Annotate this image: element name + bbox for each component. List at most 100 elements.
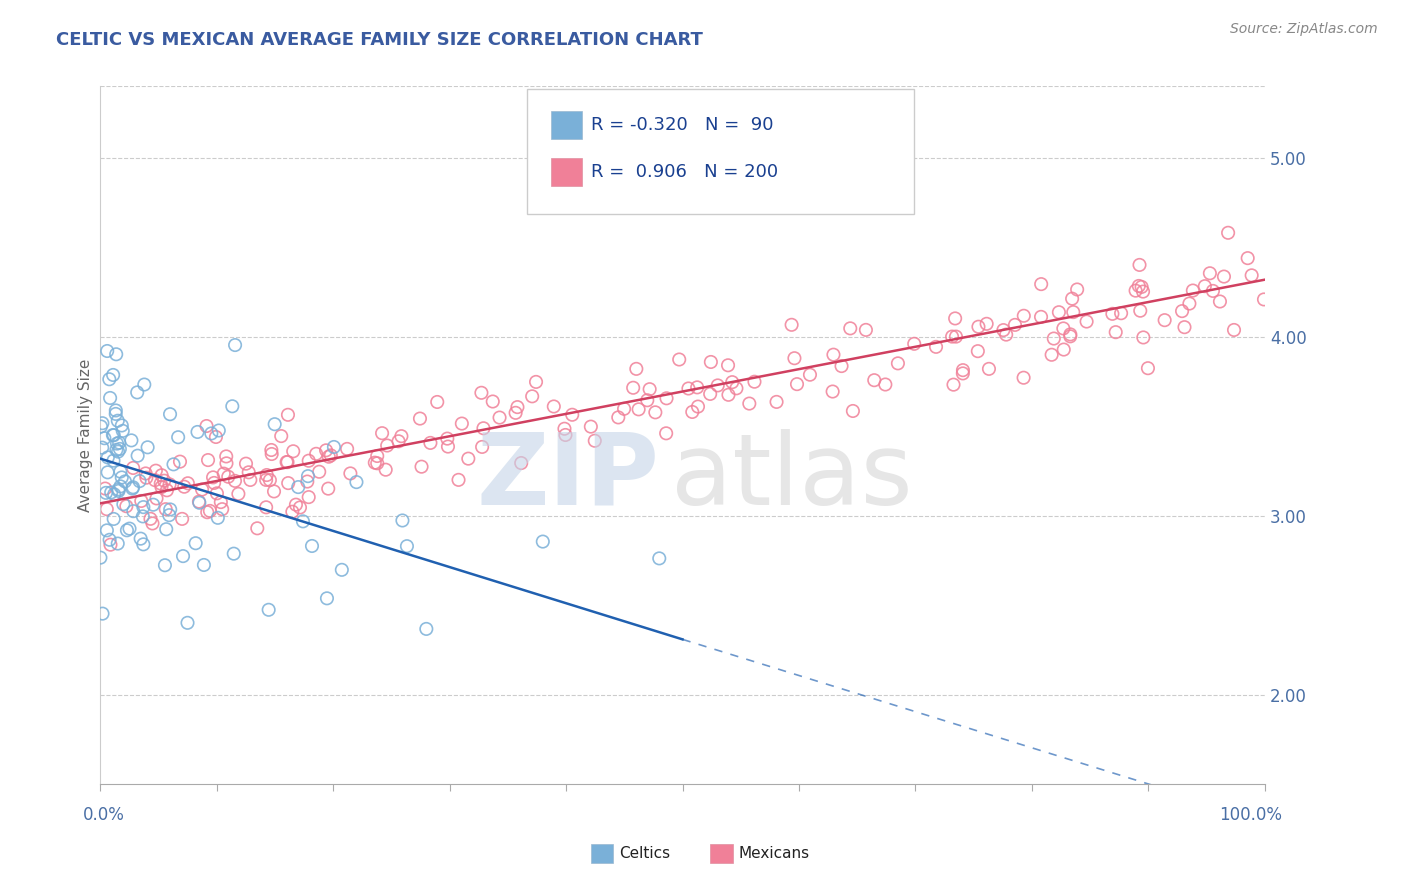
Point bbox=[1053, 343, 1076, 357]
Point bbox=[668, 352, 690, 367]
Point bbox=[1213, 269, 1236, 284]
Point bbox=[387, 434, 409, 449]
Point bbox=[291, 514, 314, 528]
Point bbox=[101, 428, 124, 442]
Point bbox=[976, 317, 998, 331]
Point bbox=[277, 408, 299, 422]
Point bbox=[228, 487, 250, 501]
Point bbox=[284, 498, 307, 512]
Point bbox=[510, 456, 533, 470]
Point bbox=[316, 591, 339, 606]
Point bbox=[108, 435, 131, 450]
Point bbox=[184, 536, 207, 550]
Y-axis label: Average Family Size: Average Family Size bbox=[79, 359, 93, 512]
Point bbox=[943, 311, 966, 326]
Point bbox=[155, 502, 177, 516]
Point bbox=[952, 363, 974, 377]
Point bbox=[993, 323, 1015, 337]
Point bbox=[107, 483, 129, 497]
Point bbox=[780, 318, 803, 332]
Point bbox=[110, 479, 132, 493]
Point bbox=[1132, 285, 1154, 299]
Point bbox=[281, 505, 304, 519]
Point bbox=[277, 476, 299, 491]
Point bbox=[221, 399, 243, 413]
Point bbox=[1178, 296, 1201, 310]
Point bbox=[107, 444, 129, 458]
Point bbox=[287, 480, 309, 494]
Point bbox=[1101, 307, 1123, 321]
Point bbox=[415, 622, 437, 636]
Point bbox=[1223, 323, 1246, 337]
Point bbox=[111, 470, 134, 484]
Point bbox=[1240, 268, 1263, 283]
Point bbox=[176, 615, 198, 630]
Point bbox=[301, 539, 323, 553]
Point bbox=[374, 463, 396, 477]
Point bbox=[115, 524, 138, 538]
Point bbox=[506, 400, 529, 414]
Point bbox=[297, 475, 319, 489]
Point bbox=[966, 344, 988, 359]
Point bbox=[717, 388, 740, 402]
Point bbox=[364, 456, 387, 470]
Point bbox=[553, 422, 575, 436]
Point bbox=[644, 405, 666, 419]
Text: Celtics: Celtics bbox=[619, 847, 669, 861]
Point bbox=[783, 351, 806, 366]
Point bbox=[1129, 303, 1152, 318]
Point bbox=[411, 459, 433, 474]
Point bbox=[531, 534, 554, 549]
Point bbox=[1105, 325, 1128, 339]
Point bbox=[122, 480, 145, 494]
Point bbox=[111, 418, 134, 433]
Point bbox=[409, 411, 432, 425]
Text: 100.0%: 100.0% bbox=[1219, 805, 1282, 824]
Point bbox=[110, 465, 132, 479]
Point bbox=[1199, 266, 1222, 280]
Point bbox=[318, 450, 340, 464]
Point bbox=[259, 473, 281, 487]
Point bbox=[118, 522, 141, 536]
Point bbox=[238, 465, 260, 479]
Text: ZIP: ZIP bbox=[477, 429, 659, 525]
Point bbox=[655, 392, 678, 406]
Point bbox=[105, 436, 128, 450]
Point bbox=[270, 429, 292, 443]
Point bbox=[1012, 309, 1035, 323]
Point bbox=[112, 497, 135, 511]
Point bbox=[1216, 226, 1239, 240]
Point bbox=[224, 474, 246, 488]
Point bbox=[450, 417, 472, 431]
Point bbox=[167, 430, 190, 444]
Point bbox=[122, 504, 145, 518]
Point bbox=[104, 407, 127, 421]
Text: atlas: atlas bbox=[671, 429, 912, 525]
Point bbox=[395, 539, 418, 553]
Point bbox=[903, 336, 925, 351]
Point bbox=[1236, 251, 1258, 265]
Point bbox=[437, 440, 460, 454]
Point bbox=[132, 509, 155, 524]
Point bbox=[339, 467, 361, 481]
Point bbox=[150, 468, 173, 483]
Point bbox=[103, 453, 125, 467]
Point bbox=[308, 465, 330, 479]
Point bbox=[143, 473, 166, 487]
Point bbox=[1153, 313, 1175, 327]
Point bbox=[1059, 329, 1081, 343]
Point bbox=[305, 447, 328, 461]
Point bbox=[298, 490, 321, 504]
Point bbox=[157, 508, 180, 523]
Point bbox=[145, 464, 167, 478]
Point bbox=[121, 482, 143, 496]
Point bbox=[191, 483, 214, 497]
Point bbox=[1173, 320, 1195, 334]
Point bbox=[579, 419, 602, 434]
Point bbox=[103, 487, 125, 501]
Point bbox=[129, 494, 152, 508]
Point bbox=[96, 502, 118, 516]
Point bbox=[135, 467, 157, 481]
Point bbox=[120, 434, 142, 448]
Point bbox=[765, 395, 787, 409]
